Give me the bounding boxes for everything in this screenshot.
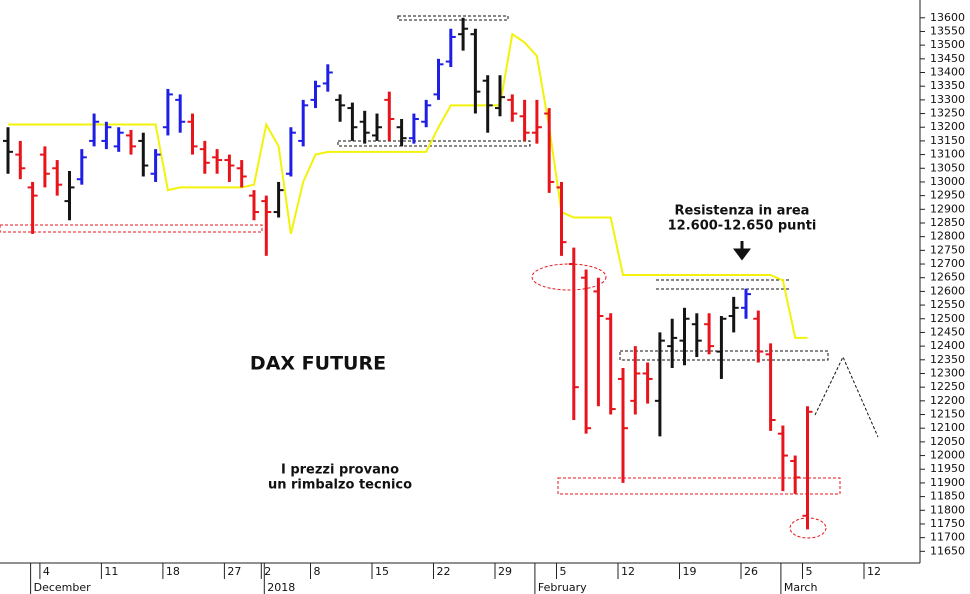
y-tick-label: 12350: [930, 353, 965, 366]
y-tick-label: 12750: [930, 243, 965, 256]
x-tick-label: 19: [683, 565, 697, 578]
y-tick-label: 12950: [930, 189, 965, 202]
dashed-box: [337, 140, 531, 147]
chart-title: DAX FUTURE: [250, 353, 386, 375]
y-tick-label: 13000: [930, 175, 965, 188]
y-tick-label: 12400: [930, 339, 965, 352]
y-tick-label: 11650: [930, 544, 965, 557]
x-tick-label: 5: [806, 565, 813, 578]
x-tick-label: 26: [744, 565, 758, 578]
month-label: February: [538, 581, 587, 594]
x-tick-label: 8: [314, 565, 321, 578]
y-tick-label: 11750: [930, 517, 965, 530]
y-tick-label: 12200: [930, 394, 965, 407]
dashed-box: [397, 15, 509, 21]
x-tick-label: 18: [166, 565, 180, 578]
y-tick-label: 12650: [930, 271, 965, 284]
y-tick-label: 12100: [930, 421, 965, 434]
annotation-text: 12.600-12.650 punti: [668, 219, 817, 234]
arrow: [733, 241, 751, 261]
y-tick-label: 12900: [930, 202, 965, 215]
dashed-box: [0, 224, 263, 233]
y-tick-label: 12550: [930, 298, 965, 311]
month-label: March: [784, 581, 818, 594]
x-tick-label: 27: [227, 565, 241, 578]
y-tick-label: 12150: [930, 408, 965, 421]
annotation-text: Resistenza in area: [675, 204, 810, 219]
x-tick-label: 15: [375, 565, 389, 578]
y-tick-label: 12700: [930, 257, 965, 270]
y-tick-label: 13400: [930, 66, 965, 79]
y-tick-label: 13450: [930, 52, 965, 65]
x-tick-label: 22: [437, 565, 451, 578]
x-tick-label: 11: [104, 565, 118, 578]
x-tick-label: 12: [867, 565, 881, 578]
y-tick-label: 12850: [930, 216, 965, 229]
y-tick-label: 13550: [930, 24, 965, 37]
y-tick-label: 13150: [930, 134, 965, 147]
month-label: December: [34, 581, 92, 594]
y-tick-label: 13200: [930, 120, 965, 133]
y-tick-label: 12600: [930, 284, 965, 297]
y-tick-label: 13050: [930, 161, 965, 174]
y-tick-label: 11700: [930, 531, 965, 544]
x-tick-label: 29: [498, 565, 512, 578]
y-tick-label: 13600: [930, 11, 965, 24]
y-tick-label: 12800: [930, 230, 965, 243]
dashed-box: [619, 350, 829, 361]
stop-line: [8, 32, 808, 339]
annotation-text: un rimbalzo tecnico: [268, 478, 412, 493]
annotation-text: I prezzi provano: [281, 463, 399, 478]
y-tick-label: 13500: [930, 38, 965, 51]
x-tick-label: 12: [621, 565, 635, 578]
x-tick-label: 4: [43, 565, 50, 578]
y-tick-label: 12250: [930, 380, 965, 393]
y-tick-label: 11850: [930, 490, 965, 503]
y-tick-label: 12500: [930, 312, 965, 325]
y-tick-label: 11800: [930, 503, 965, 516]
y-tick-label: 12300: [930, 366, 965, 379]
x-tick-label: 2: [264, 565, 271, 578]
y-tick-label: 12450: [930, 325, 965, 338]
y-tick-label: 13100: [930, 148, 965, 161]
y-tick-label: 13250: [930, 107, 965, 120]
month-label: 2018: [267, 581, 295, 594]
dashed-box: [557, 477, 841, 495]
y-tick-label: 13300: [930, 93, 965, 106]
y-tick-label: 11950: [930, 462, 965, 475]
y-tick-label: 13350: [930, 79, 965, 92]
projection-line: [814, 355, 879, 438]
x-tick-label: 5: [560, 565, 567, 578]
y-tick-label: 11900: [930, 476, 965, 489]
y-tick-label: 12000: [930, 449, 965, 462]
y-tick-label: 12050: [930, 435, 965, 448]
dashed-ellipse: [531, 263, 607, 291]
